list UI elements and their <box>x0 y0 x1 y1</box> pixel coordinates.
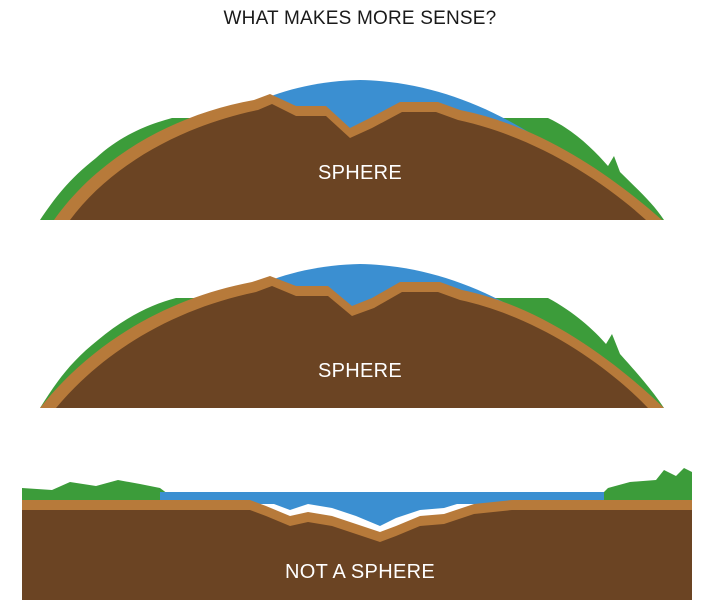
earth-layer <box>22 510 692 600</box>
earth-layer <box>56 286 648 408</box>
panel-label: NOT A SPHERE <box>285 561 435 583</box>
sphere-diagram-middle: SPHERE <box>0 262 720 412</box>
sphere-diagram-top: SPHERE <box>0 70 720 230</box>
page-title: WHAT MAKES MORE SENSE? <box>223 8 497 29</box>
water-pool <box>268 500 470 526</box>
panel-label: SPHERE <box>317 360 403 382</box>
panel-label: SPHERE <box>317 162 403 184</box>
flat-diagram-bottom: NOT A SPHERE <box>0 460 720 600</box>
sphere-illustration-top <box>40 80 664 220</box>
earth-layer <box>70 104 646 220</box>
land-layer-right <box>596 468 692 500</box>
sphere-illustration-middle <box>40 264 664 408</box>
flat-illustration-bottom <box>22 468 692 600</box>
land-layer <box>22 480 178 500</box>
